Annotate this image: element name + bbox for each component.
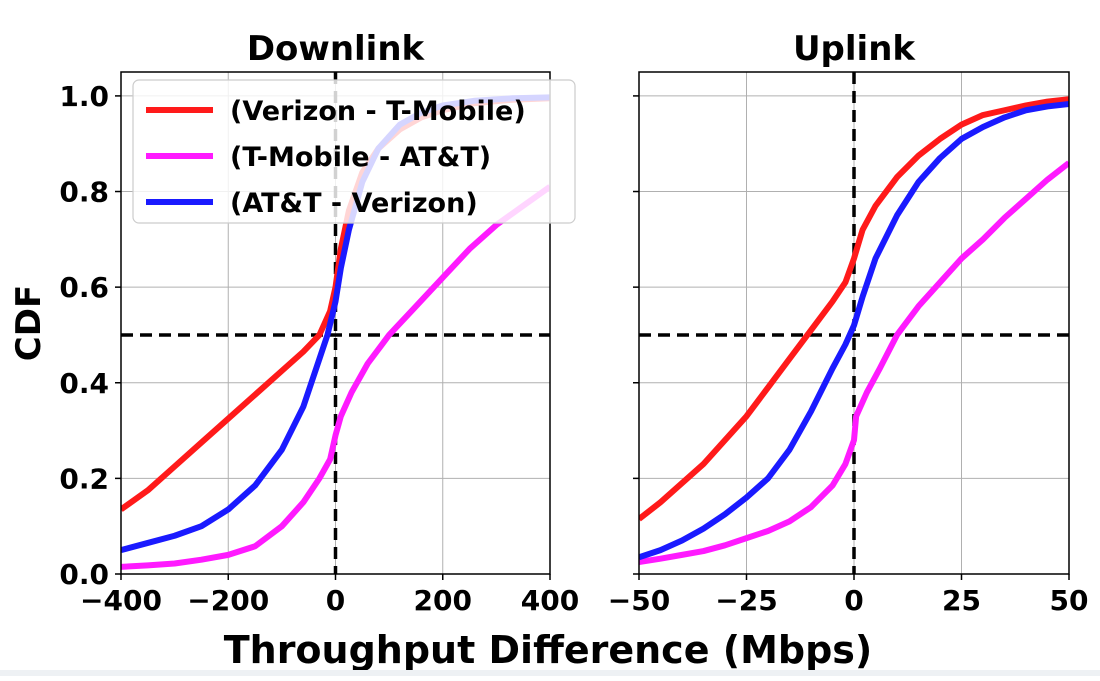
downlink-x-tick-label: 0 <box>326 584 345 617</box>
downlink-y-tick-label: 0.2 <box>59 462 109 495</box>
x-axis-label: Throughput Difference (Mbps) <box>224 628 873 672</box>
legend: (Verizon - T-Mobile) (T-Mobile - AT&T) (AT… <box>132 79 576 224</box>
uplink-title: Uplink <box>793 29 916 69</box>
downlink-x-tick-label: 400 <box>521 584 579 617</box>
y-axis-label: CDF <box>9 285 49 361</box>
uplink-x-tick-label: 25 <box>942 584 981 617</box>
uplink-x-tick-label: −50 <box>608 584 670 617</box>
uplink-x-tick-label: 50 <box>1050 584 1089 617</box>
uplink-x-tick-label: 0 <box>844 584 863 617</box>
uplink-series-line-2 <box>639 101 1069 561</box>
legend-label: (AT&T - Verizon) <box>230 188 478 219</box>
downlink-x-tick-label: −200 <box>187 584 269 617</box>
uplink-series-line-0 <box>639 96 1069 522</box>
downlink-y-tick-label: 0.0 <box>59 558 109 591</box>
downlink-y-tick-label: 0.8 <box>59 176 109 209</box>
bottom-strip <box>0 670 1100 676</box>
legend-box <box>132 79 576 224</box>
uplink-series-line-1 <box>639 160 1069 566</box>
downlink-y-tick-label: 1.0 <box>59 80 109 113</box>
legend-label: (Verizon - T-Mobile) <box>230 96 526 127</box>
downlink-y-tick-label: 0.4 <box>59 367 109 400</box>
downlink-x-tick-label: 200 <box>414 584 472 617</box>
downlink-title: Downlink <box>247 29 426 69</box>
uplink-panel: −50 −25 0 25 50 Uplink <box>608 29 1089 617</box>
uplink-x-tick-label: −25 <box>715 584 777 617</box>
downlink-x-tick-label: −400 <box>80 584 162 617</box>
downlink-series-line-1 <box>121 184 550 570</box>
downlink-y-tick-label: 0.6 <box>59 271 109 304</box>
legend-label: (T-Mobile - AT&T) <box>230 142 491 173</box>
